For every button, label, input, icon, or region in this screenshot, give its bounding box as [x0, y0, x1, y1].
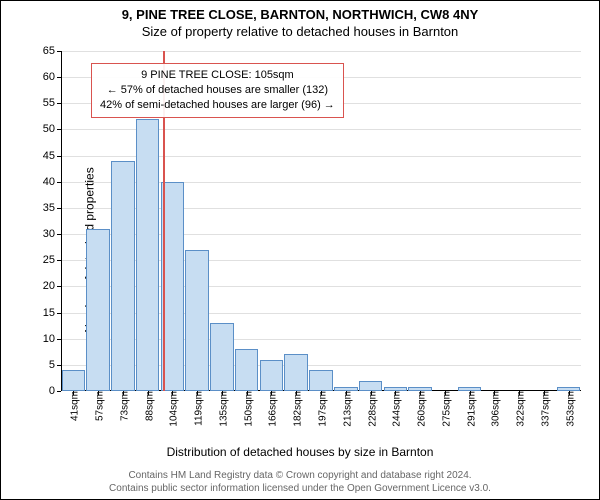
x-tick-label: 291sqm	[462, 391, 477, 427]
y-tick-label: 5	[49, 359, 61, 371]
grid-line	[61, 51, 581, 52]
footer-line-2: Contains public sector information licen…	[109, 483, 491, 494]
y-tick-label: 55	[43, 97, 61, 109]
x-tick-label: 88sqm	[140, 391, 155, 421]
footer-attribution: Contains HM Land Registry data © Crown c…	[1, 469, 599, 495]
x-tick-label: 213sqm	[338, 391, 353, 427]
histogram-bar	[136, 119, 160, 391]
chart-container: 9, PINE TREE CLOSE, BARNTON, NORTHWICH, …	[0, 0, 600, 500]
histogram-bar	[359, 381, 383, 391]
y-tick-label: 60	[43, 71, 61, 83]
y-tick-label: 25	[43, 254, 61, 266]
callout-line-3: 42% of semi-detached houses are larger (…	[100, 98, 335, 113]
x-tick-label: 322sqm	[512, 391, 527, 427]
x-tick-label: 228sqm	[363, 391, 378, 427]
x-tick-label: 150sqm	[239, 391, 254, 427]
histogram-bar	[185, 250, 209, 391]
y-tick-label: 20	[43, 280, 61, 292]
histogram-bar	[309, 370, 333, 391]
histogram-bar	[235, 349, 259, 391]
histogram-bar	[210, 323, 234, 391]
y-tick-label: 50	[43, 123, 61, 135]
x-tick-label: 306sqm	[487, 391, 502, 427]
histogram-bar	[260, 360, 284, 391]
histogram-bar	[62, 370, 86, 391]
y-tick-label: 35	[43, 202, 61, 214]
y-tick-label: 65	[43, 45, 61, 57]
histogram-bar	[284, 354, 308, 391]
x-tick-label: 260sqm	[413, 391, 428, 427]
y-tick-label: 45	[43, 150, 61, 162]
histogram-bar	[111, 161, 135, 391]
y-tick-label: 40	[43, 176, 61, 188]
x-tick-label: 104sqm	[165, 391, 180, 427]
y-axis-line	[61, 51, 62, 391]
y-tick-label: 15	[43, 307, 61, 319]
x-tick-label: 353sqm	[561, 391, 576, 427]
y-tick-label: 10	[43, 333, 61, 345]
y-tick-label: 0	[49, 385, 61, 397]
x-tick-label: 182sqm	[289, 391, 304, 427]
x-tick-label: 41sqm	[66, 391, 81, 421]
callout-box: 9 PINE TREE CLOSE: 105sqm← 57% of detach…	[91, 63, 344, 118]
x-tick-label: 275sqm	[437, 391, 452, 427]
chart-subtitle: Size of property relative to detached ho…	[1, 24, 599, 39]
x-tick-label: 337sqm	[536, 391, 551, 427]
x-tick-label: 244sqm	[388, 391, 403, 427]
x-tick-label: 166sqm	[264, 391, 279, 427]
callout-line-1: 9 PINE TREE CLOSE: 105sqm	[100, 68, 335, 83]
chart-title: 9, PINE TREE CLOSE, BARNTON, NORTHWICH, …	[1, 7, 599, 22]
x-tick-label: 119sqm	[190, 391, 205, 426]
footer-line-1: Contains HM Land Registry data © Crown c…	[128, 470, 471, 481]
plot-area: 0510152025303540455055606541sqm57sqm73sq…	[61, 51, 581, 391]
x-tick-label: 135sqm	[214, 391, 229, 427]
histogram-bar	[86, 229, 110, 391]
y-tick-label: 30	[43, 228, 61, 240]
x-axis-label: Distribution of detached houses by size …	[1, 445, 599, 459]
x-tick-label: 57sqm	[91, 391, 106, 421]
callout-line-2: ← 57% of detached houses are smaller (13…	[100, 83, 335, 98]
x-tick-label: 197sqm	[314, 391, 329, 427]
x-tick-label: 73sqm	[115, 391, 130, 421]
